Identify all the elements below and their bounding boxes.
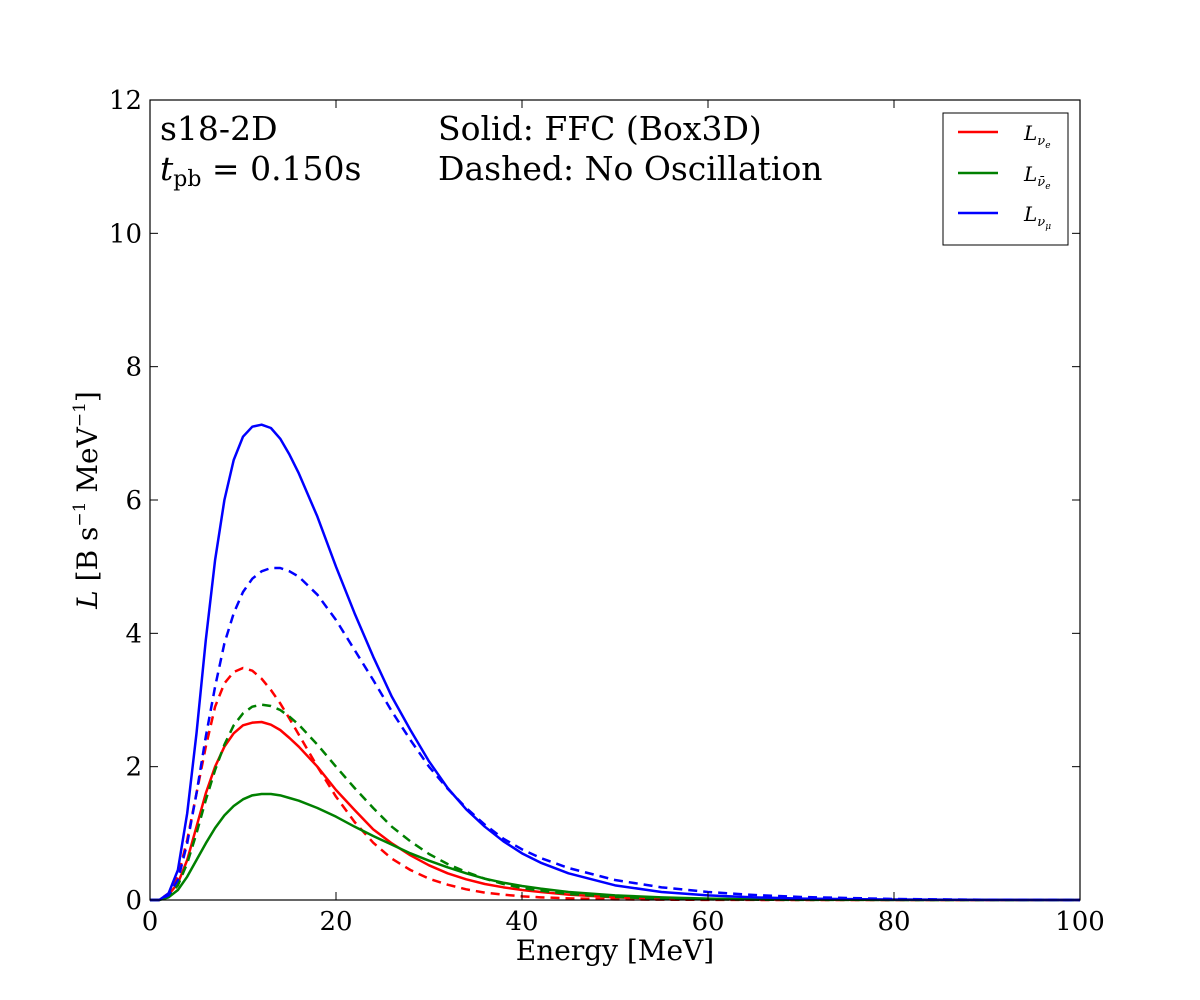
y-tick-label: 4 [125, 619, 142, 649]
series-layer [150, 423, 1081, 902]
dashed-note: Dashed: No Oscillation [438, 149, 823, 188]
y-tick-label: 6 [125, 486, 142, 516]
x-tick-label: 20 [319, 907, 352, 937]
x-tick-label: 80 [877, 907, 910, 937]
legend: Lνe Lν̄e Lνμ [942, 112, 1069, 246]
y-axis-units-open: [B s [71, 527, 104, 591]
time-subscript: pb [173, 167, 201, 192]
y-tick-label: 8 [125, 353, 142, 383]
y-tick-label: 0 [125, 886, 142, 916]
legend-label-nue: Lνe [1023, 121, 1051, 151]
solid-note: Solid: FFC (Box3D) [438, 109, 762, 148]
y-axis-units-close: ] [71, 391, 104, 402]
y-tick-label: 10 [109, 219, 142, 249]
x-tick-label: 60 [691, 907, 724, 937]
y-axis-exp2: −1 [70, 402, 90, 427]
x-tick-label: 100 [1055, 907, 1105, 937]
y-axis-exp1: −1 [70, 502, 90, 527]
time-symbol: t [160, 149, 174, 188]
x-axis-title: Energy [MeV] [516, 934, 714, 967]
y-axis-var: L [71, 590, 104, 610]
series-line-3-dashed [150, 703, 1080, 902]
model-label: s18-2D [160, 109, 278, 148]
ticks-layer: 0 20 40 60 80 100 0 2 4 6 8 10 12 [109, 86, 1105, 937]
series-line-2-solid [150, 792, 1081, 902]
legend-box [942, 112, 1069, 246]
y-axis-units-mid: MeV [71, 426, 104, 501]
series-line-4-solid [150, 423, 1081, 902]
x-tick-label: 0 [142, 907, 159, 937]
y-tick-label: 2 [125, 753, 142, 783]
legend-label-numu: Lνμ [1023, 202, 1051, 232]
y-tick-label: 12 [109, 86, 142, 116]
x-tick-label: 40 [505, 907, 538, 937]
y-axis-title: L [B s−1 MeV−1] [70, 391, 104, 610]
plot-area [150, 100, 1080, 900]
legend-label-nuebar: Lν̄e [1023, 162, 1051, 192]
time-label: tpb = 0.150s [160, 149, 361, 192]
series-line-5-dashed [150, 566, 1081, 902]
time-value: = 0.150s [201, 149, 361, 188]
